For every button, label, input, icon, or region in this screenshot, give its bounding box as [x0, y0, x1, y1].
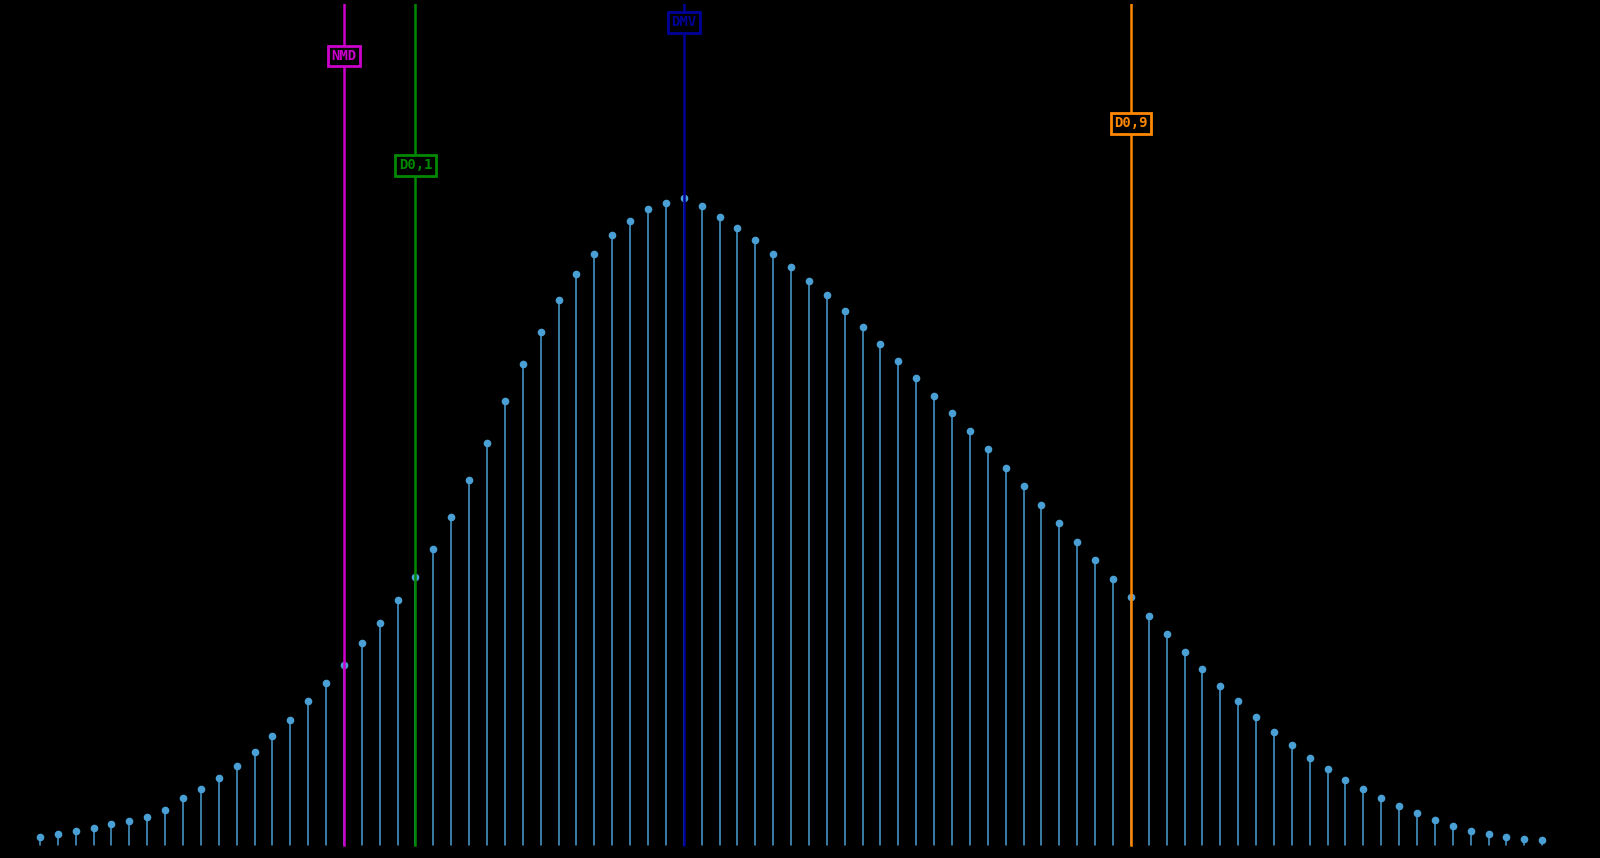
- Text: D0,1: D0,1: [398, 158, 432, 172]
- Text: D0,9: D0,9: [1114, 116, 1147, 130]
- Text: NMD: NMD: [331, 49, 357, 63]
- Text: DMV: DMV: [670, 15, 696, 29]
